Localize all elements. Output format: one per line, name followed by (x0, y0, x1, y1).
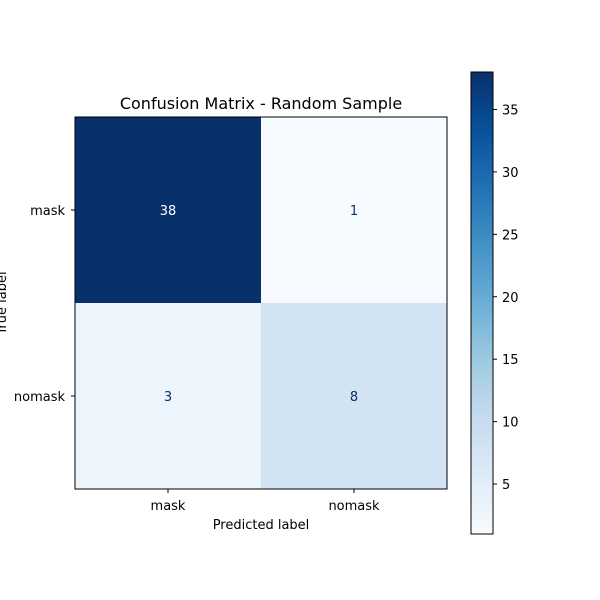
cell-value-0-1: 1 (350, 204, 358, 219)
colorbar-tick-label: 5 (502, 478, 510, 493)
colorbar-tick-label: 25 (502, 228, 519, 243)
cell-value-labels: 38 13 8 (160, 204, 358, 405)
colorbar-tick-label: 20 (502, 291, 519, 306)
x-tick-label: mask (151, 499, 186, 514)
colorbar-tick-label: 30 (502, 166, 519, 181)
colorbar-tick-label: 35 (502, 103, 519, 118)
x-tick-label: nomask (328, 499, 380, 514)
axes-frame (74, 116, 448, 490)
chart-title: Confusion Matrix - Random Sample (120, 94, 402, 113)
y-tick-label: nomask (14, 390, 66, 405)
heatmap-cell-0-0 (75, 117, 261, 303)
y-tick-label: mask (30, 204, 65, 219)
heatmap-cells (75, 117, 447, 489)
heatmap-cell-1-1 (261, 303, 447, 489)
x-axis-ticks: mask nomask (151, 489, 380, 514)
x-axis-label: Predicted label (213, 518, 310, 533)
y-axis-label: True label (0, 271, 10, 335)
colorbar-ticks: 5 10 15 20 25 30 35 (493, 103, 519, 493)
colorbar (470, 71, 494, 535)
colorbar-tick-label: 15 (502, 353, 519, 368)
cell-value-0-0: 38 (160, 204, 177, 219)
cell-value-1-0: 3 (164, 390, 172, 405)
y-axis-ticks: mask nomask (14, 204, 75, 405)
heatmap-cell-0-1 (261, 117, 447, 303)
colorbar-tick-label: 10 (502, 416, 519, 431)
cell-value-1-1: 8 (350, 390, 358, 405)
heatmap-cell-1-0 (75, 303, 261, 489)
